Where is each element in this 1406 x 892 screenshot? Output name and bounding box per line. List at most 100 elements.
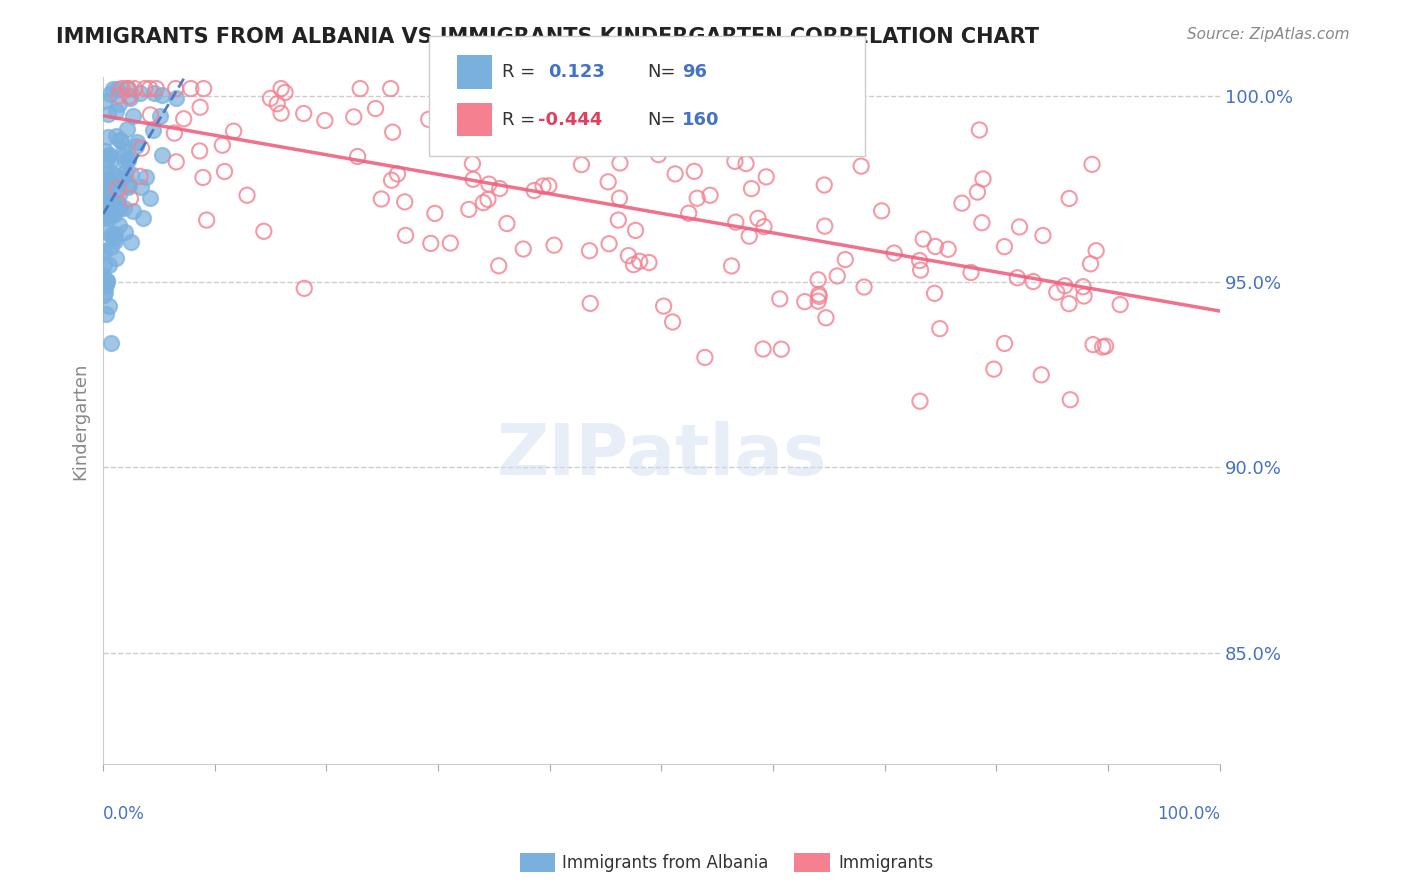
Point: [128, 86, 150, 100]
Point: [120, 235, 142, 250]
Point: [650, 103, 672, 118]
Point: [579, 296, 602, 310]
Point: [97, 129, 120, 144]
Text: Immigrants: Immigrants: [838, 854, 934, 871]
Point: [793, 294, 815, 309]
Point: [870, 203, 893, 218]
Point: [108, 133, 131, 147]
Point: [97, 176, 120, 190]
Point: [107, 199, 129, 213]
Point: [253, 224, 276, 238]
Point: [502, 101, 524, 115]
Point: [472, 195, 495, 210]
Text: R =: R =: [502, 63, 536, 81]
Point: [129, 180, 152, 194]
Point: [924, 239, 946, 253]
Point: [117, 81, 139, 95]
Point: [364, 102, 387, 116]
Point: [94, 208, 117, 222]
Point: [849, 159, 872, 173]
Point: [343, 110, 366, 124]
Point: [107, 188, 129, 202]
Point: [98, 258, 121, 272]
Point: [1059, 392, 1081, 407]
Point: [91, 269, 114, 284]
Point: [112, 143, 135, 157]
Point: [120, 191, 142, 205]
Point: [769, 292, 792, 306]
Point: [105, 251, 128, 265]
Point: [112, 201, 135, 215]
Point: [94, 307, 117, 321]
Point: [735, 156, 758, 170]
Point: [807, 294, 830, 309]
Point: [266, 96, 288, 111]
Point: [571, 158, 593, 172]
Point: [720, 259, 742, 273]
Point: [744, 86, 766, 100]
Text: R =: R =: [502, 111, 536, 128]
Point: [122, 109, 145, 123]
Point: [960, 266, 983, 280]
Point: [180, 81, 202, 95]
Text: -0.444: -0.444: [538, 111, 603, 128]
Point: [314, 113, 336, 128]
Point: [617, 249, 640, 263]
Point: [813, 178, 835, 192]
Point: [394, 194, 416, 209]
Point: [457, 202, 479, 217]
Point: [747, 211, 769, 226]
Point: [100, 228, 122, 243]
Point: [117, 153, 139, 167]
Point: [381, 125, 404, 139]
Point: [191, 170, 214, 185]
Point: [93, 285, 115, 299]
Point: [380, 81, 402, 95]
Point: [1071, 279, 1094, 293]
Point: [236, 188, 259, 202]
Point: [114, 225, 136, 239]
Point: [1032, 228, 1054, 243]
Point: [814, 219, 837, 233]
Point: [98, 186, 121, 201]
Point: [738, 229, 761, 244]
Point: [814, 310, 837, 325]
Point: [724, 154, 747, 169]
Point: [693, 351, 716, 365]
Point: [93, 172, 115, 186]
Point: [908, 394, 931, 409]
Text: N=: N=: [647, 111, 675, 128]
Point: [349, 81, 371, 95]
Point: [1080, 257, 1102, 271]
Point: [807, 287, 830, 301]
Point: [488, 181, 510, 195]
Point: [1081, 157, 1104, 171]
Point: [105, 81, 128, 95]
Point: [114, 165, 136, 179]
Point: [1022, 275, 1045, 289]
Point: [98, 299, 121, 313]
Point: [1109, 297, 1132, 311]
Point: [598, 175, 620, 189]
Point: [512, 242, 534, 256]
Point: [624, 223, 647, 237]
Point: [115, 81, 138, 95]
Point: [387, 167, 409, 181]
Point: [488, 259, 510, 273]
Point: [928, 321, 950, 335]
Point: [97, 107, 120, 121]
Point: [270, 106, 292, 120]
Point: [461, 156, 484, 170]
Point: [1008, 219, 1031, 234]
Point: [1073, 289, 1095, 303]
Point: [188, 100, 211, 114]
Point: [97, 147, 120, 161]
Text: Source: ZipAtlas.com: Source: ZipAtlas.com: [1187, 27, 1350, 42]
Point: [97, 211, 120, 225]
Point: [120, 90, 142, 104]
Point: [108, 218, 131, 232]
Point: [93, 94, 115, 108]
Point: [100, 176, 122, 190]
Point: [477, 193, 499, 207]
Point: [103, 231, 125, 245]
